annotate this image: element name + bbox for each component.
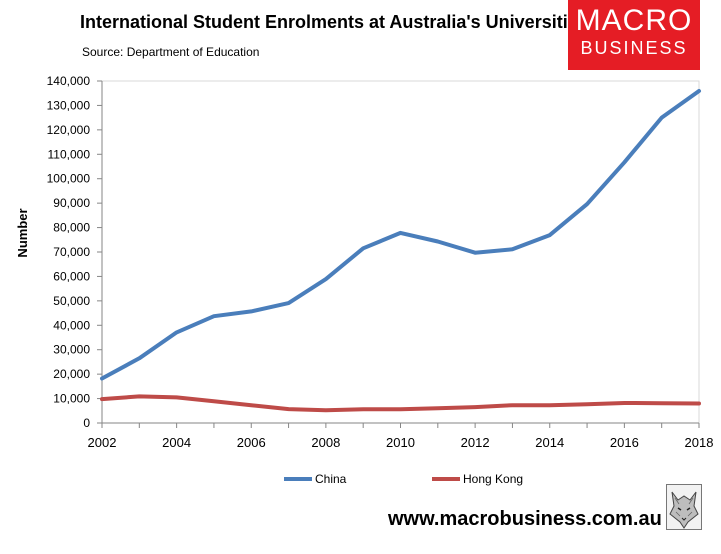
y-tick-label: 80,000	[53, 221, 90, 235]
y-tick-label: 0	[83, 416, 90, 430]
x-axis: 2002 2004 2006 2008 2010 2012 2014 2016 2018	[88, 422, 714, 450]
x-tick-label: 2016	[610, 435, 639, 450]
y-tick-label: 50,000	[53, 294, 90, 308]
x-tick-label: 2008	[311, 435, 340, 450]
logo-line-macro: MACRO	[575, 4, 693, 37]
y-tick-label: 70,000	[53, 245, 90, 259]
y-axis: 0 10,000 20,000 30,000 40,000 50,000 60,000 70,…	[47, 74, 103, 430]
y-tick-label: 40,000	[53, 318, 90, 332]
y-tick-label: 90,000	[53, 196, 90, 210]
y-tick-label: 100,000	[47, 172, 91, 186]
y-tick-label: 30,000	[53, 343, 90, 357]
x-tick-label: 2004	[162, 435, 191, 450]
wolf-sketch-icon	[666, 484, 702, 530]
y-axis-label: Number	[15, 208, 30, 257]
y-tick-label: 140,000	[47, 74, 91, 88]
plot-area-frame	[101, 80, 700, 424]
chart-subtitle: Source: Department of Education	[82, 45, 260, 59]
x-tick-label: 2006	[237, 435, 266, 450]
series-line-china	[100, 89, 701, 381]
y-tick-label: 110,000	[48, 147, 91, 161]
series-line-hong-kong	[100, 394, 701, 413]
y-tick-label: 10,000	[53, 392, 90, 406]
macrobusiness-logo: MACRO BUSINESS	[568, 0, 700, 70]
y-tick-label: 60,000	[53, 269, 90, 283]
logo-line-business: BUSINESS	[580, 38, 688, 58]
y-tick-label: 20,000	[53, 367, 90, 381]
y-tick-label: 120,000	[47, 123, 91, 137]
x-tick-label: 2014	[535, 435, 564, 450]
y-tick-label: 130,000	[47, 98, 91, 112]
x-tick-label: 2002	[88, 435, 117, 450]
legend: China Hong Kong	[284, 472, 523, 486]
legend-label: China	[315, 472, 347, 486]
website-url: www.macrobusiness.com.au	[388, 508, 662, 530]
x-tick-label: 2012	[461, 435, 490, 450]
x-tick-label: 2018	[685, 435, 714, 450]
x-tick-label: 2010	[386, 435, 415, 450]
legend-label: Hong Kong	[463, 472, 523, 486]
series-layer	[100, 89, 701, 413]
chart-title: International Student Enrolments at Aust…	[80, 12, 588, 32]
